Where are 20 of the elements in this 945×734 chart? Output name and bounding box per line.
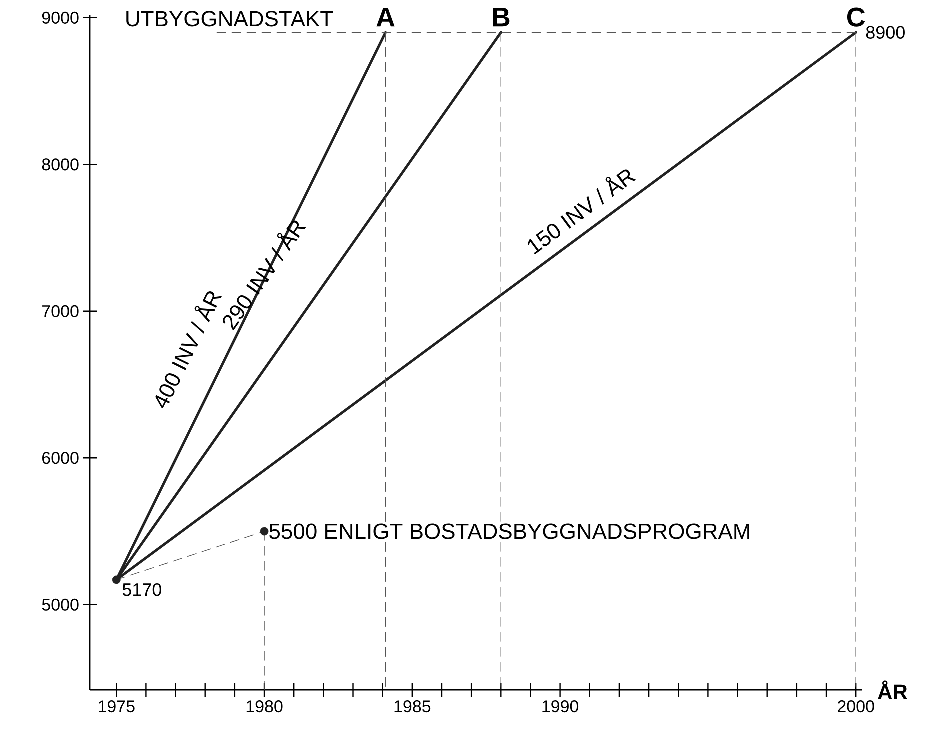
annotation: 5500 ENLIGT BOSTADSBYGGNADSPROGRAM: [270, 524, 750, 540]
annotation: 150 INV / ÅR: [528, 170, 636, 255]
x-tick-label: 1980: [246, 700, 283, 713]
x-axis-title: ÅR: [878, 680, 908, 700]
y-tick-label: 5000: [42, 598, 79, 611]
y-tick-label: 8000: [42, 158, 79, 171]
annotation: 5170: [122, 583, 162, 596]
x-tick-label: 1985: [394, 700, 431, 713]
annotation: A: [376, 8, 395, 27]
y-tick-label: 7000: [42, 305, 79, 318]
y-tick-label: 9000: [42, 12, 79, 24]
x-tick-label: 1975: [99, 700, 135, 713]
annotation: C: [847, 8, 866, 27]
x-tick-label: 2000: [838, 700, 874, 713]
chart-title: UTBYGGNADSTAKT: [126, 11, 334, 27]
y-tick-label: 6000: [42, 452, 79, 464]
annotation: 8900: [866, 26, 905, 39]
annotation: 400 INV / ÅR: [156, 292, 222, 409]
annotation: B: [493, 8, 510, 27]
x-tick-label: 1990: [542, 700, 579, 713]
